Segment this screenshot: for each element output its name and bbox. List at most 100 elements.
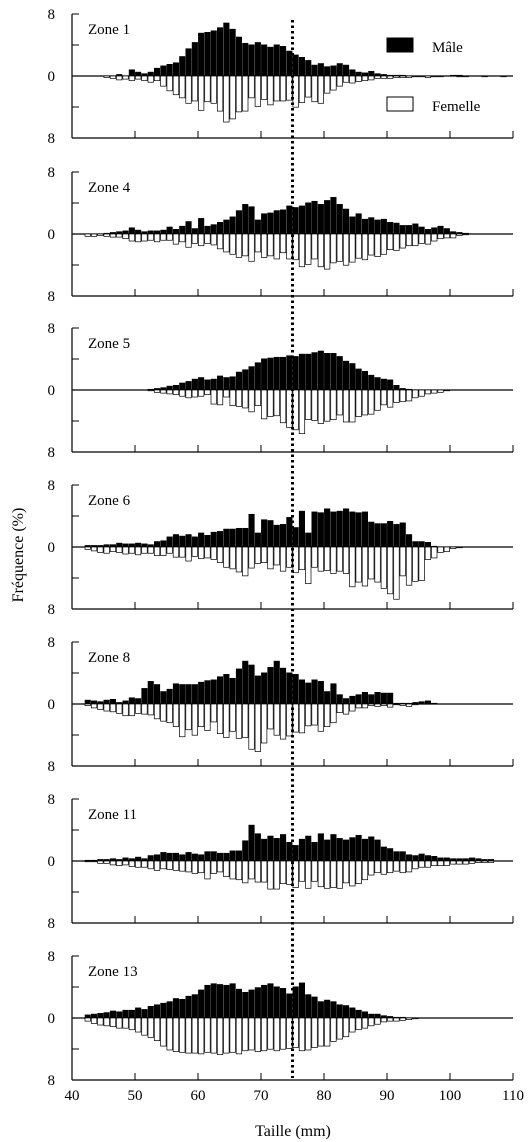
bar-female [254, 546, 261, 564]
bar-female [135, 546, 142, 556]
bar-female [456, 233, 463, 236]
bar-male [412, 541, 419, 548]
bar-female [254, 75, 261, 107]
bar-female [273, 546, 280, 566]
bar-male [443, 857, 450, 862]
bar-male [141, 231, 148, 235]
bar-female [305, 1017, 312, 1051]
bar-female [109, 1017, 117, 1027]
bar-male [267, 46, 274, 77]
bar-male [135, 542, 142, 548]
bar-male [361, 691, 369, 705]
bar-female [405, 233, 413, 247]
bar-male [380, 523, 387, 548]
panel-6: 8 0 8 Zone 11 [48, 792, 514, 932]
bar-female [116, 703, 123, 714]
bar-female [166, 860, 173, 870]
bar-male [122, 857, 129, 862]
bar-male [418, 853, 425, 862]
bar-male [424, 700, 432, 705]
bar-female [431, 75, 438, 78]
bar-female [141, 703, 148, 715]
bar-female [235, 389, 243, 407]
bar-male [374, 1013, 381, 1019]
legend-label-male: Mâle [432, 40, 463, 56]
x-tick-label: 80 [317, 1088, 332, 1104]
bar-female [349, 75, 356, 84]
bar-female [235, 703, 243, 739]
legend: Mâle Femelle [386, 37, 481, 115]
bar-male [380, 692, 387, 705]
bar-male [147, 230, 154, 235]
bar-female [204, 546, 211, 559]
bar-female [424, 860, 432, 868]
bar-female [418, 546, 425, 581]
bar-male [254, 833, 261, 862]
bar-male [399, 522, 406, 548]
bar-male [450, 74, 457, 77]
bar-female [279, 233, 287, 254]
bar-female [147, 703, 154, 716]
bar-female [387, 75, 394, 79]
bar-female [235, 860, 243, 881]
bar-male [204, 851, 211, 862]
bar-female [399, 703, 406, 706]
bar-female [393, 389, 400, 403]
bar-female [462, 75, 469, 78]
bar-male [210, 378, 217, 391]
bar-female [147, 860, 154, 870]
bar-male [166, 385, 173, 391]
panel-title: Zone 5 [88, 336, 130, 352]
bar-male [254, 362, 261, 391]
bar-female [380, 75, 387, 79]
bar-male [229, 28, 236, 77]
bar-female [399, 860, 406, 874]
bar-female [431, 546, 438, 559]
bar-male [336, 356, 343, 391]
bar-female [412, 233, 419, 247]
y-tick-label: 8 [48, 289, 56, 305]
bar-female [116, 1017, 123, 1029]
bar-female [191, 703, 198, 736]
bar-female [261, 389, 268, 420]
y-tick-label: 8 [48, 321, 56, 337]
bar-male [418, 701, 425, 705]
bar-female [179, 546, 186, 558]
bar-male [122, 230, 129, 235]
bar-female [248, 233, 255, 262]
bar-female [374, 703, 381, 707]
bar-female [135, 860, 142, 868]
bar-male [349, 511, 356, 548]
bar-male [355, 1009, 362, 1019]
bar-male [147, 1005, 154, 1019]
bar-male [317, 833, 324, 862]
bar-female [443, 860, 450, 867]
bar-male [204, 225, 211, 235]
bar-male [393, 385, 400, 391]
bar-female [204, 860, 211, 880]
bar-female [431, 233, 438, 242]
bar-female [305, 389, 312, 420]
bar-female [166, 389, 173, 395]
bar-female [166, 75, 173, 92]
bar-female [216, 233, 224, 250]
bar-male [267, 357, 274, 391]
bar-female [349, 860, 356, 887]
bar-male [135, 229, 142, 235]
bar-male [84, 1014, 91, 1019]
bar-male [242, 527, 249, 548]
bar-male [235, 850, 242, 862]
bar-female [324, 233, 331, 270]
bar-male [342, 208, 350, 235]
bar-female [380, 703, 387, 706]
bar-male [248, 366, 255, 391]
bar-female [279, 1017, 287, 1050]
bar-female [229, 233, 236, 255]
x-tick-label: 90 [380, 1088, 395, 1104]
bar-male [468, 857, 476, 862]
bar-male [298, 510, 306, 548]
bar-female [198, 1017, 205, 1055]
bar-male [349, 695, 356, 705]
bar-male [147, 681, 154, 705]
bar-male [109, 1010, 116, 1019]
